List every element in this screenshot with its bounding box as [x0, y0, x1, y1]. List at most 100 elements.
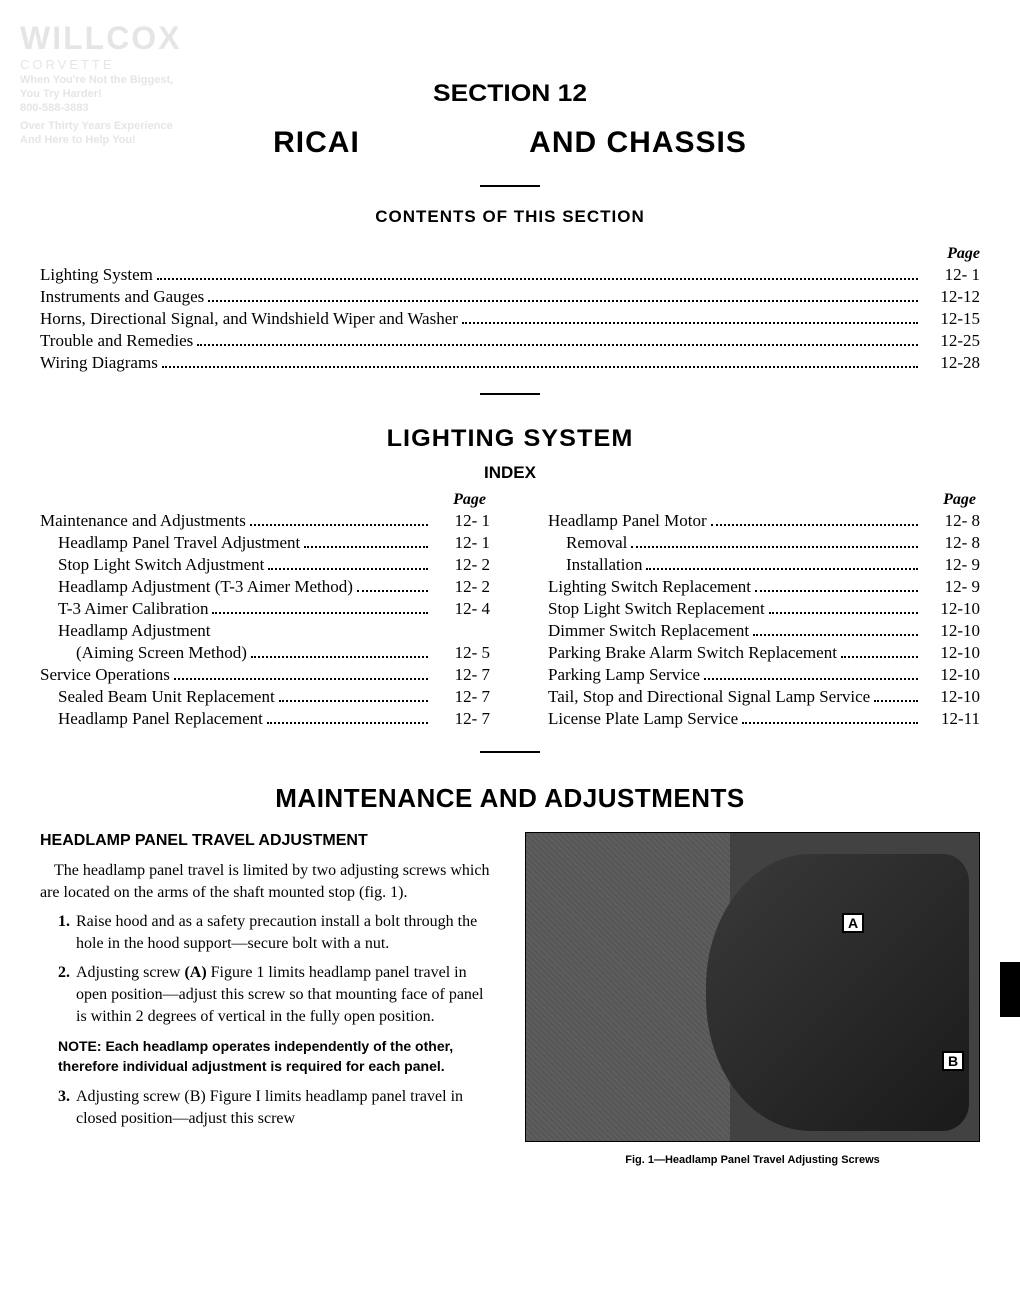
toc-label: Tail, Stop and Directional Signal Lamp S…	[548, 687, 870, 707]
index-columns: Page Maintenance and Adjustments12- 1Hea…	[40, 491, 980, 731]
figure-panel	[706, 854, 969, 1131]
figure-1: A B	[525, 832, 980, 1142]
step-3: 3. Adjusting screw (B) Figure I limits h…	[58, 1086, 495, 1129]
step-num: 3.	[58, 1086, 70, 1108]
toc-line: Tail, Stop and Directional Signal Lamp S…	[530, 687, 980, 707]
page-label: Page	[40, 491, 490, 509]
toc-page: 12-28	[922, 353, 980, 373]
divider	[480, 393, 540, 395]
toc-page: 12- 7	[432, 665, 490, 685]
toc-label: Horns, Directional Signal, and Windshiel…	[40, 309, 458, 329]
toc-line: Dimmer Switch Replacement12-10	[530, 621, 980, 641]
toc-dots	[304, 546, 428, 548]
toc-dots	[212, 612, 428, 614]
toc-dots	[704, 678, 918, 680]
toc-dots	[753, 634, 918, 636]
figure-bg	[526, 833, 730, 1141]
toc-dots	[268, 568, 428, 570]
toc-line: Horns, Directional Signal, and Windshiel…	[40, 309, 980, 329]
subsection-title: HEADLAMP PANEL TRAVEL ADJUSTMENT	[40, 832, 495, 850]
contents-list: Lighting System12- 1Instruments and Gaug…	[40, 265, 980, 373]
toc-label: Lighting Switch Replacement	[548, 577, 751, 597]
toc-label: Parking Brake Alarm Switch Replacement	[548, 643, 837, 663]
toc-label: Headlamp Panel Motor	[548, 511, 707, 531]
toc-page: 12- 1	[922, 265, 980, 285]
toc-page: 12- 8	[922, 511, 980, 531]
step-text-pre: Adjusting screw	[76, 964, 184, 981]
toc-dots	[769, 612, 918, 614]
section-tab	[1000, 962, 1020, 1017]
step-text: Adjusting screw (B) Figure I limits head…	[76, 1088, 463, 1127]
toc-line: Parking Lamp Service 12-10	[530, 665, 980, 685]
toc-label: Headlamp Adjustment	[58, 621, 211, 641]
toc-dots	[208, 300, 918, 302]
divider	[480, 751, 540, 753]
toc-line: Headlamp Panel Replacement12- 7	[40, 709, 490, 729]
toc-dots	[841, 656, 918, 658]
toc-dots	[742, 722, 918, 724]
toc-page: 12- 2	[432, 577, 490, 597]
toc-dots	[251, 656, 428, 658]
toc-line: Headlamp Panel Motor 12- 8	[530, 511, 980, 531]
toc-label: Lighting System	[40, 265, 153, 285]
toc-dots	[711, 524, 918, 526]
title-right: AND CHASSIS	[529, 126, 747, 160]
page-label: Page	[40, 245, 980, 263]
toc-line: Headlamp Panel Travel Adjustment12- 1	[40, 533, 490, 553]
toc-label: T-3 Aimer Calibration	[58, 599, 208, 619]
toc-dots	[267, 722, 428, 724]
step-num: 2.	[58, 962, 70, 984]
toc-page: 12- 4	[432, 599, 490, 619]
toc-label: Wiring Diagrams	[40, 353, 158, 373]
toc-label: Dimmer Switch Replacement	[548, 621, 749, 641]
toc-page: 12- 2	[432, 555, 490, 575]
toc-page: 12-15	[922, 309, 980, 329]
toc-label: Removal	[566, 533, 627, 553]
toc-line: Headlamp Adjustment (T-3 Aimer Method)12…	[40, 577, 490, 597]
watermark-sub: CORVETTE	[20, 57, 182, 72]
toc-dots	[174, 678, 428, 680]
toc-line: Parking Brake Alarm Switch Replacement12…	[530, 643, 980, 663]
toc-page: 12- 1	[432, 511, 490, 531]
steps-list-2: 3. Adjusting screw (B) Figure I limits h…	[40, 1086, 495, 1129]
toc-dots	[157, 278, 918, 280]
toc-line: T-3 Aimer Calibration 12- 4	[40, 599, 490, 619]
note: NOTE: Each headlamp operates independent…	[58, 1037, 495, 1076]
toc-label: Parking Lamp Service	[548, 665, 700, 685]
toc-page: 12-10	[922, 687, 980, 707]
contents-heading: CONTENTS OF THIS SECTION	[40, 207, 980, 227]
toc-dots	[250, 524, 428, 526]
step-bold: (A)	[184, 964, 206, 981]
toc-dots	[357, 590, 428, 592]
watermark-line1: When You're Not the Biggest,	[20, 74, 182, 86]
toc-label: Sealed Beam Unit Replacement	[58, 687, 275, 707]
figure-caption: Fig. 1—Headlamp Panel Travel Adjusting S…	[525, 1154, 980, 1166]
toc-label: Headlamp Panel Travel Adjustment	[58, 533, 300, 553]
toc-line: Lighting Switch Replacement12- 9	[530, 577, 980, 597]
maintenance-title: MAINTENANCE AND ADJUSTMENTS	[40, 783, 980, 814]
toc-page: 12- 7	[432, 709, 490, 729]
marker-b: B	[942, 1051, 964, 1071]
index-col-left: Page Maintenance and Adjustments12- 1Hea…	[40, 491, 490, 731]
toc-line: Stop Light Switch Replacement12-10	[530, 599, 980, 619]
toc-line: Stop Light Switch Adjustment12- 2	[40, 555, 490, 575]
toc-page: 12- 5	[432, 643, 490, 663]
toc-dots	[162, 366, 918, 368]
title-left: RICAI	[273, 126, 360, 160]
toc-page: 12- 7	[432, 687, 490, 707]
index-col-right: Page Headlamp Panel Motor12- 8Removal12-…	[530, 491, 980, 731]
toc-label: Maintenance and Adjustments	[40, 511, 246, 531]
toc-line: Wiring Diagrams 12-28	[40, 353, 980, 373]
toc-dots	[874, 700, 918, 702]
toc-dots	[755, 590, 918, 592]
toc-line: Headlamp Adjustment	[40, 621, 490, 641]
toc-page: 12- 8	[922, 533, 980, 553]
watermark: WILLCOX CORVETTE When You're Not the Big…	[20, 20, 182, 146]
lighting-title: LIGHTING SYSTEM	[17, 425, 1004, 453]
toc-line: Installation12- 9	[530, 555, 980, 575]
toc-dots	[646, 568, 918, 570]
toc-line: Removal 12- 8	[530, 533, 980, 553]
toc-page: 12-10	[922, 665, 980, 685]
toc-label: Stop Light Switch Replacement	[548, 599, 765, 619]
toc-line: License Plate Lamp Service12-11	[530, 709, 980, 729]
